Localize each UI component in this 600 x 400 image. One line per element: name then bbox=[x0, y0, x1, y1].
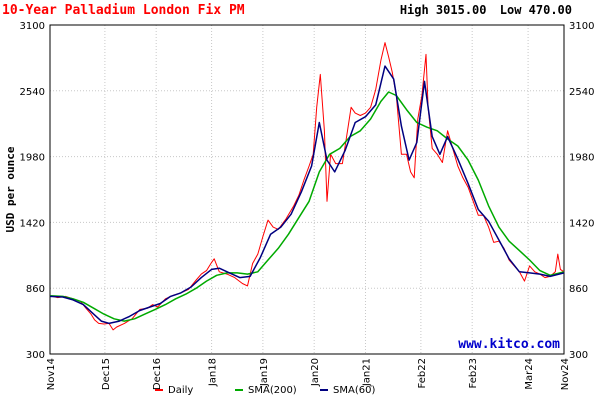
chart-title: 10-Year Palladium London Fix PM bbox=[2, 3, 245, 18]
x-tick-label: Jan20 bbox=[310, 358, 321, 387]
x-tick-label: Jan21 bbox=[361, 358, 372, 387]
plot-area bbox=[50, 25, 564, 354]
y-tick-label-left: 300 bbox=[26, 350, 45, 361]
y-axis-title: USD per ounce bbox=[4, 146, 17, 232]
x-tick-label: Jan18 bbox=[208, 358, 219, 387]
x-tick-label: Nov24 bbox=[560, 358, 571, 390]
x-tick-label: Feb23 bbox=[468, 358, 479, 388]
y-tick-label-right: 3100 bbox=[569, 21, 594, 32]
y-tick-label-right: 2540 bbox=[569, 87, 594, 98]
y-tick-label-left: 1420 bbox=[20, 218, 45, 229]
legend-label: Daily bbox=[168, 385, 193, 396]
y-tick-label-right: 300 bbox=[569, 350, 588, 361]
x-tick-label: Nov14 bbox=[46, 358, 57, 390]
x-tick-label: Mar24 bbox=[524, 358, 535, 390]
y-tick-label-right: 1420 bbox=[569, 218, 594, 229]
y-tick-label-left: 860 bbox=[26, 284, 45, 295]
x-tick-label: Dec15 bbox=[101, 358, 112, 390]
x-tick-label: Dec16 bbox=[152, 358, 163, 390]
legend-label: SMA(60) bbox=[333, 385, 375, 396]
high-low-readout: High 3015.00 Low 470.00 bbox=[394, 3, 572, 17]
y-tick-label-left: 3100 bbox=[20, 21, 45, 32]
y-tick-label-right: 860 bbox=[569, 284, 588, 295]
x-tick-label: Jan19 bbox=[259, 358, 270, 387]
watermark-text: www.kitco.com bbox=[458, 337, 560, 352]
plot-border bbox=[49, 24, 565, 355]
x-tick-label: Feb22 bbox=[417, 358, 428, 388]
series-line-sma-200 bbox=[49, 91, 565, 322]
legend-label: SMA(200) bbox=[248, 385, 297, 396]
low-value: Low 470.00 bbox=[499, 3, 572, 17]
y-tick-label-left: 1980 bbox=[20, 153, 45, 164]
high-value: High 3015.00 bbox=[399, 3, 487, 17]
series-line-sma-60 bbox=[49, 65, 565, 325]
y-tick-label-left: 2540 bbox=[20, 87, 45, 98]
y-tick-label-right: 1980 bbox=[569, 153, 594, 164]
